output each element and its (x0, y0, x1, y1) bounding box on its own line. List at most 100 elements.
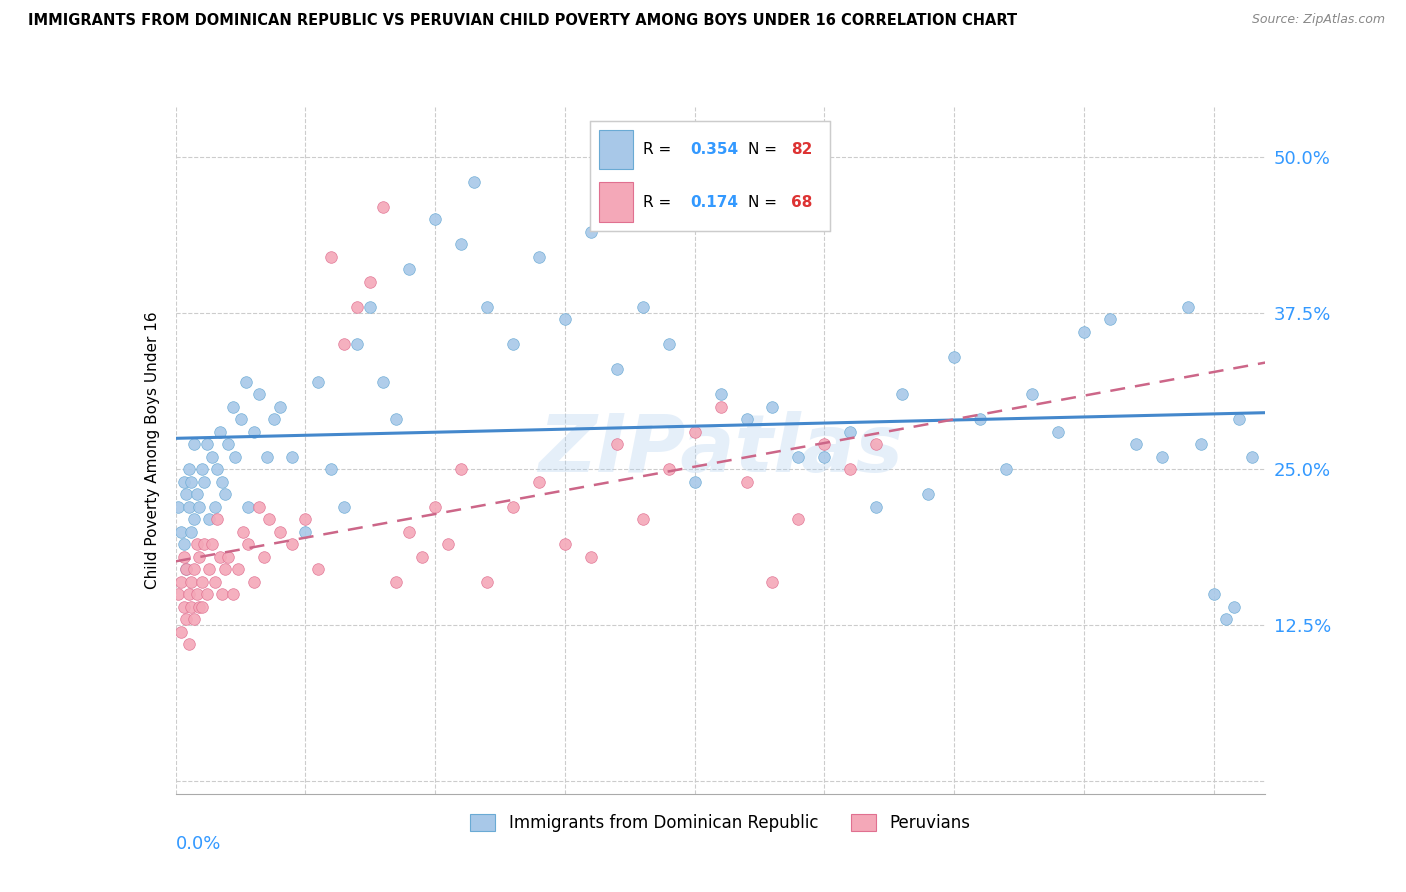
Point (207, 462, 229, 476)
Point (943, 350, 966, 364)
Point (173, 599, 195, 614)
Point (190, 599, 212, 614)
Point (214, 562, 236, 576)
Point (186, 487, 208, 501)
Point (385, 412, 408, 426)
Point (247, 387, 270, 401)
Point (177, 587, 200, 601)
Point (709, 387, 731, 401)
Point (183, 612, 205, 626)
Point (450, 237, 472, 252)
Point (183, 512, 205, 526)
Point (232, 524, 254, 539)
Point (211, 475, 233, 489)
Point (683, 475, 706, 489)
Point (217, 549, 239, 564)
Point (321, 250, 343, 264)
Point (606, 362, 628, 376)
Point (208, 425, 231, 439)
Point (1177, 300, 1199, 314)
Point (201, 450, 224, 464)
Point (709, 400, 731, 414)
Point (214, 487, 236, 501)
Point (198, 512, 221, 526)
Point (207, 512, 229, 526)
Point (787, 512, 810, 526)
Point (994, 462, 1017, 476)
Point (281, 537, 304, 551)
Point (238, 537, 260, 551)
Point (174, 562, 197, 576)
Point (174, 612, 197, 626)
Point (1073, 325, 1095, 339)
Point (167, 500, 190, 514)
Point (463, 175, 485, 189)
Point (398, 262, 420, 277)
Point (190, 462, 212, 476)
Point (170, 524, 193, 539)
Point (307, 562, 329, 576)
Point (174, 487, 197, 501)
Point (475, 300, 498, 314)
Point (437, 537, 460, 551)
Point (170, 624, 193, 639)
Point (253, 549, 276, 564)
Point (294, 524, 316, 539)
Point (527, 475, 550, 489)
Point (281, 450, 304, 464)
Point (190, 574, 212, 589)
Point (359, 300, 381, 314)
Point (183, 437, 205, 451)
Point (198, 562, 221, 576)
Point (307, 375, 329, 389)
Point (242, 574, 264, 589)
Point (204, 500, 226, 514)
Point (787, 450, 810, 464)
Point (177, 637, 200, 651)
Point (226, 562, 249, 576)
Point (170, 574, 193, 589)
Point (188, 500, 211, 514)
Point (527, 250, 550, 264)
Point (865, 500, 887, 514)
Point (554, 312, 576, 326)
Text: IMMIGRANTS FROM DOMINICAN REPUBLIC VS PERUVIAN CHILD POVERTY AMONG BOYS UNDER 16: IMMIGRANTS FROM DOMINICAN REPUBLIC VS PE… (28, 13, 1018, 29)
Point (235, 375, 257, 389)
Point (1046, 425, 1069, 439)
Point (554, 537, 576, 551)
Point (839, 425, 862, 439)
Point (658, 462, 681, 476)
Point (969, 412, 991, 426)
Point (813, 450, 835, 464)
Point (180, 524, 202, 539)
Point (475, 574, 498, 589)
Point (631, 512, 654, 526)
Point (579, 225, 602, 239)
Point (269, 400, 291, 414)
Point (242, 425, 264, 439)
Point (211, 587, 233, 601)
Point (1098, 312, 1121, 326)
Point (1021, 387, 1043, 401)
Text: 0.0%: 0.0% (176, 835, 221, 853)
Point (333, 337, 356, 351)
Point (385, 574, 408, 589)
Point (631, 300, 654, 314)
Point (813, 437, 835, 451)
Point (224, 450, 246, 464)
Point (606, 437, 628, 451)
Point (173, 475, 195, 489)
Text: Source: ZipAtlas.com: Source: ZipAtlas.com (1251, 13, 1385, 27)
Point (917, 487, 939, 501)
Point (177, 500, 200, 514)
Point (735, 412, 758, 426)
Point (411, 549, 433, 564)
Point (238, 500, 260, 514)
Point (195, 437, 218, 451)
Point (359, 275, 381, 289)
Point (1241, 450, 1264, 464)
Point (222, 587, 245, 601)
Point (346, 337, 368, 351)
Legend: Immigrants from Dominican Republic, Peruvians: Immigrants from Dominican Republic, Peru… (463, 805, 979, 840)
Point (1215, 612, 1237, 626)
